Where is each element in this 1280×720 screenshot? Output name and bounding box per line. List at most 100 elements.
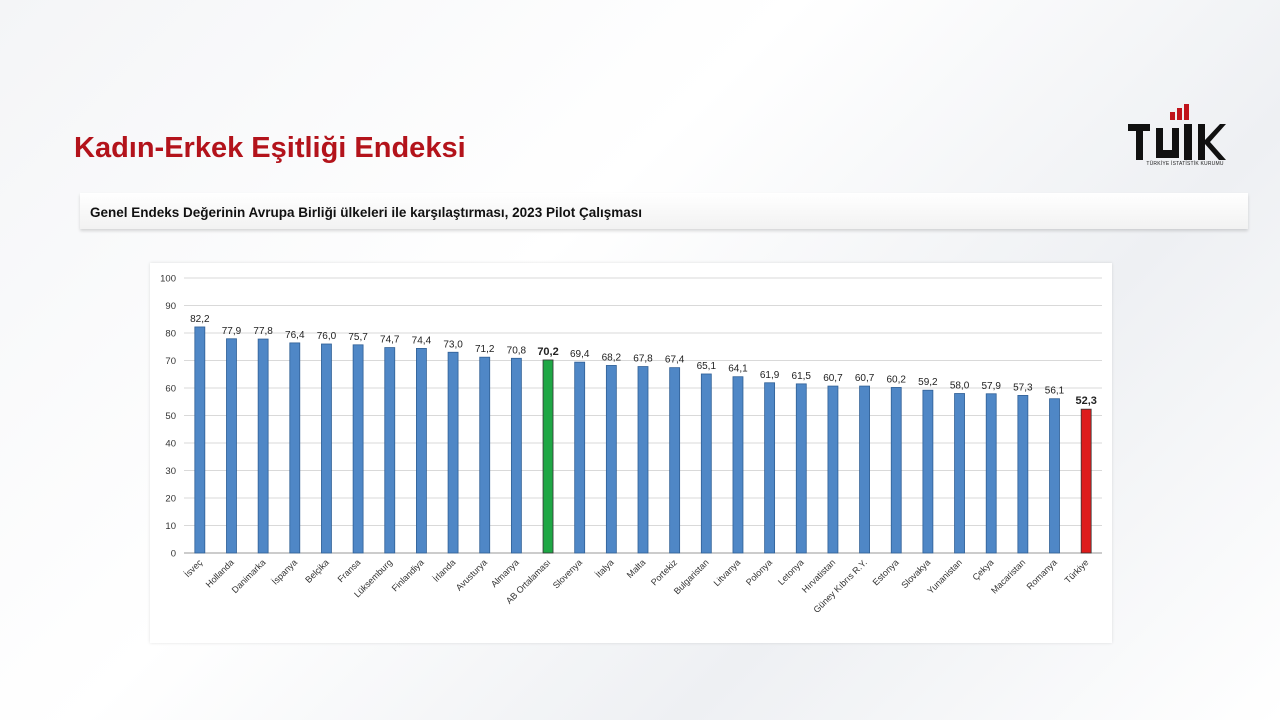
bar <box>827 385 839 554</box>
data-label: 73,0 <box>443 339 463 350</box>
data-label: 71,2 <box>475 344 495 355</box>
data-label: 70,2 <box>537 346 558 358</box>
bar <box>542 359 554 554</box>
y-tick-label: 40 <box>165 439 176 450</box>
data-label: 65,1 <box>697 361 717 372</box>
data-label: 76,0 <box>317 331 337 342</box>
bar <box>985 393 997 554</box>
bar <box>605 365 617 554</box>
data-label: 67,8 <box>633 354 653 365</box>
bar-chart: 0 10 20 30 40 50 60 70 80 90 100 82,2 İsveç 77,9 Holla… <box>160 274 1102 615</box>
x-tick-label: Macaristan <box>989 557 1027 595</box>
data-label: 64,1 <box>728 364 748 375</box>
data-label: 52,3 <box>1075 395 1096 407</box>
bar <box>922 389 934 554</box>
bar <box>447 351 459 554</box>
data-label: 61,9 <box>760 370 780 381</box>
x-tick-label: Güney Kıbrıs R.Y. <box>811 557 869 615</box>
data-label: 59,2 <box>918 377 938 388</box>
tuik-logo-mark <box>1128 104 1226 160</box>
bar <box>1049 398 1060 554</box>
data-label: 76,4 <box>285 330 305 341</box>
x-tick-label: İspanya <box>270 557 299 586</box>
x-tick-label: Estonya <box>871 557 901 587</box>
x-tick-label: Çekya <box>971 557 996 582</box>
bar <box>257 338 269 554</box>
y-tick-label: 0 <box>171 549 176 560</box>
data-label: 82,2 <box>190 314 210 325</box>
data-label: 69,4 <box>570 349 590 360</box>
data-label: 70,8 <box>507 345 527 356</box>
x-tick-label: Slovenya <box>551 557 584 590</box>
data-label: 77,9 <box>222 326 242 337</box>
x-tick-label: Hollanda <box>204 557 236 589</box>
data-label: 75,7 <box>348 332 368 343</box>
bar <box>479 356 491 554</box>
bar <box>637 366 649 554</box>
y-tick-label: 50 <box>165 411 176 422</box>
bar <box>574 361 586 554</box>
bar <box>732 376 744 554</box>
x-tick-label: Almanya <box>489 557 521 589</box>
x-tick-label: Romanya <box>1025 557 1059 591</box>
bar <box>890 387 902 554</box>
data-label: 60,2 <box>887 374 907 385</box>
y-tick-label: 30 <box>165 466 176 477</box>
x-tick-label: Avusturya <box>454 557 489 592</box>
x-tick-label: İsveç <box>182 557 204 579</box>
x-tick-label: Polonya <box>744 557 774 587</box>
bar <box>321 343 332 554</box>
x-tick-label: Danimarka <box>230 557 268 595</box>
y-tick-label: 10 <box>165 521 176 532</box>
bar <box>510 357 522 554</box>
y-tick-label: 20 <box>165 494 176 505</box>
bar <box>764 382 776 554</box>
bar <box>384 347 396 554</box>
data-label: 60,7 <box>823 373 843 384</box>
bar <box>669 367 681 554</box>
data-label: 67,4 <box>665 355 685 366</box>
x-tick-label: Litvanya <box>712 557 743 588</box>
data-label: 56,1 <box>1045 386 1065 397</box>
bar <box>700 373 712 554</box>
bar <box>352 344 364 554</box>
x-tick-label: Fransa <box>336 557 363 584</box>
data-label: 57,9 <box>981 381 1001 392</box>
x-tick-label: Finlandiya <box>390 557 426 593</box>
data-label: 74,7 <box>380 335 400 346</box>
y-tick-label: 90 <box>165 301 176 312</box>
bar <box>954 393 965 554</box>
bar <box>859 385 870 554</box>
data-label: 61,5 <box>792 371 812 382</box>
x-tick-label: Belçika <box>303 557 331 585</box>
y-tick-label: 100 <box>160 274 176 285</box>
data-label: 58,0 <box>950 381 970 392</box>
data-label: 68,2 <box>602 352 622 363</box>
bar <box>226 338 237 554</box>
x-tick-label: Letonya <box>776 557 806 587</box>
subtitle-bar: Genel Endeks Değerinin Avrupa Birliği ül… <box>80 193 1248 229</box>
bar <box>1080 408 1092 554</box>
bar <box>1017 395 1029 554</box>
x-tick-label: Malta <box>625 557 648 580</box>
chart-panel: 0 10 20 30 40 50 60 70 80 90 100 82,2 İsveç 77,9 Holla… <box>150 263 1112 643</box>
chart-subtitle: Genel Endeks Değerinin Avrupa Birliği ül… <box>90 205 642 220</box>
x-tick-label: İtalya <box>593 557 615 579</box>
x-tick-label: Türkiye <box>1063 557 1091 585</box>
data-label: 60,7 <box>855 373 875 384</box>
bar <box>194 326 206 554</box>
x-tick-label: İrlanda <box>431 557 458 584</box>
y-tick-label: 80 <box>165 329 176 340</box>
data-label: 74,4 <box>412 335 432 346</box>
y-tick-label: 70 <box>165 356 176 367</box>
tuik-logo <box>1126 104 1226 170</box>
logo-subtext: TÜRKİYE İSTATİSTİK KURUMU <box>1146 161 1224 167</box>
bar <box>289 342 301 554</box>
data-label: 77,8 <box>253 326 273 337</box>
data-label: 57,3 <box>1013 382 1033 393</box>
x-tick-label: Portekiz <box>649 557 679 587</box>
slide-title: Kadın-Erkek Eşitliği Endeksi <box>74 132 466 164</box>
y-tick-label: 60 <box>165 384 176 395</box>
x-tick-label: Slovakya <box>899 557 932 590</box>
x-tick-label: Yunanistan <box>925 557 964 596</box>
